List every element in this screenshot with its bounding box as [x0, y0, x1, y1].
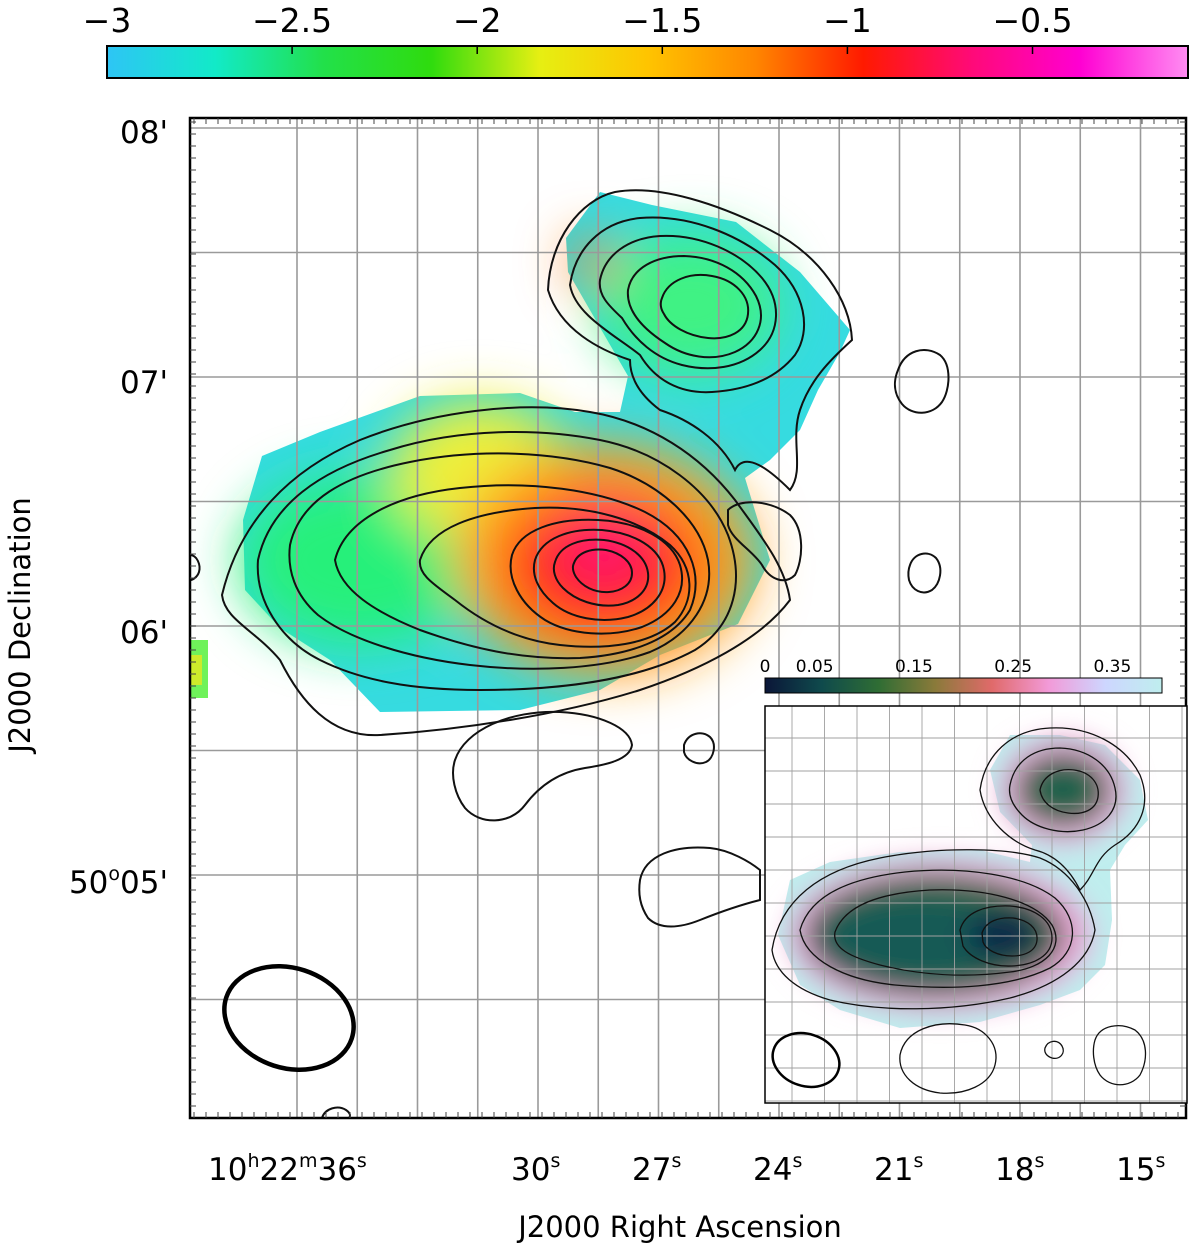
contour-north-4: [626, 254, 762, 359]
y-tick-label-07: 07': [120, 365, 168, 401]
inset-contour-south-2: [1092, 1025, 1147, 1086]
contour-main-8: [552, 538, 650, 607]
heatmap-green-north: [600, 235, 780, 375]
contour-isolated-2: [907, 552, 942, 594]
colorbar: −3 −2.5 −2 −1.5 −1 −0.5: [83, 1, 1189, 79]
inset-contour-north-2: [1008, 747, 1117, 833]
x-tick-label-36: 10h22m36s: [208, 1150, 367, 1188]
x-tick-labels: 10h22m36s 30s 27s 24s 21s 18s 15s: [208, 1150, 1165, 1188]
colorbar-tick-label: −1: [823, 1, 872, 40]
inset-teal-main: [815, 893, 1025, 983]
inset-contour-north-3: [1039, 769, 1099, 815]
inset-navy-peak: [967, 907, 1043, 963]
colorbar-tick-label: −2: [453, 1, 502, 40]
colorbar-tick-label: −0.5: [992, 1, 1072, 40]
inset-beam-ellipse: [771, 1031, 841, 1089]
inset-contour-north-1: [979, 727, 1146, 892]
contour-north-3: [598, 234, 777, 370]
contour-isolated-5: [683, 732, 715, 765]
colorbar-ticks: −3 −2.5 −2 −1.5 −1 −0.5: [83, 1, 1073, 54]
colorbar-tick-label: −3: [83, 1, 132, 40]
x-axis-title: J2000 Right Ascension: [518, 1210, 842, 1244]
heatmap-patch-west-edge: [190, 640, 208, 698]
contour-isolated-6: [638, 846, 761, 928]
contour-isolated-8: [190, 554, 201, 581]
inset-colorbar-tick-label: 0.15: [895, 657, 933, 677]
contour-main-9: [571, 548, 634, 594]
contour-main-1: [220, 406, 792, 737]
inset-colorbar-tick-label: 0.35: [1093, 657, 1131, 677]
x-tick-label-27: 27s: [632, 1150, 681, 1188]
inset-colorbar-ticks: 0 0.05 0.15 0.25 0.35: [760, 657, 1132, 677]
inset-contour-south-1: [899, 1023, 997, 1094]
inset-colorbar: 0 0.05 0.15 0.25 0.35: [760, 657, 1163, 694]
contour-main-5: [418, 506, 691, 648]
colorbar-gradient: [106, 45, 1189, 79]
contour-isolated-3: [727, 501, 803, 582]
inset-contour-main-3: [834, 889, 1057, 976]
inset-colorbar-tick-label: 0.05: [796, 657, 834, 677]
y-tick-labels: 08' 07' 06' 50o05': [69, 115, 168, 901]
x-tick-label-15: 15s: [1116, 1150, 1165, 1188]
x-tick-label-18: 18s: [995, 1150, 1044, 1188]
colorbar-tick-label: −2.5: [252, 1, 332, 40]
contour-main-7: [533, 528, 666, 621]
y-tick-label-06: 06': [120, 615, 168, 651]
inset-contour-main-4: [959, 905, 1053, 967]
contour-main-6: [509, 518, 683, 635]
y-tick-label-08: 08': [120, 115, 168, 151]
inset-contour-main-2: [799, 869, 1074, 988]
y-tick-label-50-05: 50o05': [69, 863, 168, 901]
spectral-index-heatmap: [190, 192, 850, 712]
heatmap-orange-north: [570, 238, 614, 286]
contour-north-2: [568, 216, 806, 394]
x-tick-label-24: 24s: [753, 1150, 802, 1188]
contour-main-4: [333, 484, 697, 660]
main-frame: [188, 116, 1188, 1120]
contour-isolated-1: [893, 349, 950, 414]
inset-contour-south-3: [1044, 1040, 1064, 1059]
y-axis-title: J2000 Declination: [3, 497, 37, 753]
inset-teal-north: [1031, 764, 1095, 812]
inset-colorbar-gradient: [764, 677, 1163, 694]
contour-isolated-4: [452, 710, 634, 822]
inset-contours: [771, 727, 1147, 1094]
inset: 0 0.05 0.15 0.25 0.35: [760, 657, 1188, 1104]
contour-north-1: [546, 189, 854, 492]
contour-main-2: [256, 431, 737, 692]
inset-contour-main-1: [771, 849, 1096, 1010]
contour-main-3: [288, 452, 711, 670]
main-map: [188, 116, 1188, 1120]
inset-contour-main-5: [981, 917, 1038, 957]
contour-north-5: [659, 274, 750, 340]
inset-colorbar-tick-label: 0.25: [994, 657, 1032, 677]
beam-ellipse: [222, 964, 356, 1072]
radio-contours: [190, 189, 950, 1118]
x-tick-label-30: 30s: [511, 1150, 560, 1188]
colorbar-tick-label: −1.5: [622, 1, 702, 40]
heatmap-pink-peak: [560, 510, 650, 586]
x-tick-label-21: 21s: [874, 1150, 923, 1188]
inset-frame: [764, 705, 1188, 1104]
inset-colorbar-tick-label: 0: [760, 657, 771, 677]
